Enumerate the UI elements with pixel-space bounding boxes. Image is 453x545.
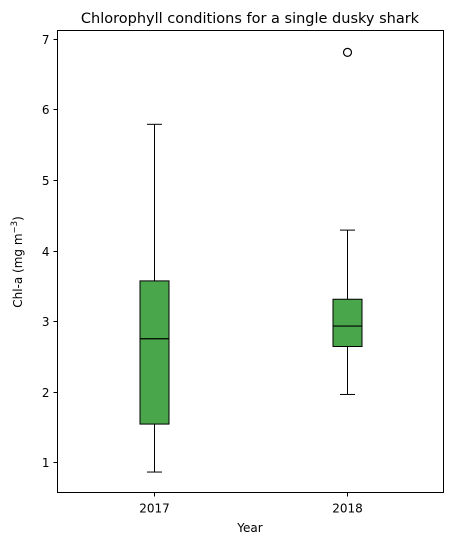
box-plot-area	[139, 47, 363, 473]
y-axis-label-unit-sup: −3	[10, 221, 20, 234]
y-axis-label-close: )	[11, 216, 25, 221]
y-tick-label: 7	[42, 33, 50, 47]
y-tick-label: 5	[42, 174, 50, 188]
y-tick-label: 6	[42, 103, 50, 117]
outlier-point	[342, 47, 353, 57]
y-tick-label: 3	[42, 315, 50, 329]
y-tick-label: 1	[42, 456, 50, 470]
x-tick-label: 2018	[332, 502, 363, 516]
y-axis-label-text: Chl-a (mg m	[11, 233, 25, 307]
chart-title: Chlorophyll conditions for a single dusk…	[81, 11, 420, 27]
box-2018	[332, 298, 363, 347]
box-2017	[139, 280, 170, 425]
plot-frame	[57, 30, 444, 493]
x-axis-label: Year	[236, 521, 262, 535]
x-axis: 2017 2018	[139, 492, 363, 516]
y-tick-label: 4	[42, 245, 50, 259]
y-axis: 1 2 3 4 5 6 7	[42, 33, 58, 470]
x-tick-label: 2017	[139, 502, 170, 516]
y-tick-label: 2	[42, 386, 50, 400]
y-axis-label: Chl-a (mg m−3)	[10, 216, 25, 308]
